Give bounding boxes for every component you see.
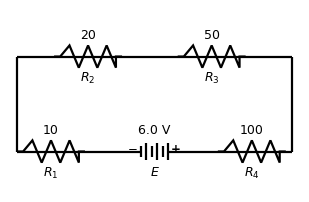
Text: 6.0 V: 6.0 V: [138, 124, 171, 137]
Text: $R_4$: $R_4$: [244, 166, 260, 181]
Text: 20: 20: [80, 29, 96, 42]
Text: 100: 100: [240, 124, 264, 137]
Text: $R_3$: $R_3$: [204, 71, 219, 86]
Text: +: +: [171, 143, 181, 156]
Text: $E$: $E$: [150, 166, 159, 179]
Text: −: −: [128, 143, 138, 156]
Text: 50: 50: [204, 29, 220, 42]
Text: $R_1$: $R_1$: [43, 166, 59, 181]
Text: 10: 10: [43, 124, 59, 137]
Text: $R_2$: $R_2$: [80, 71, 96, 86]
